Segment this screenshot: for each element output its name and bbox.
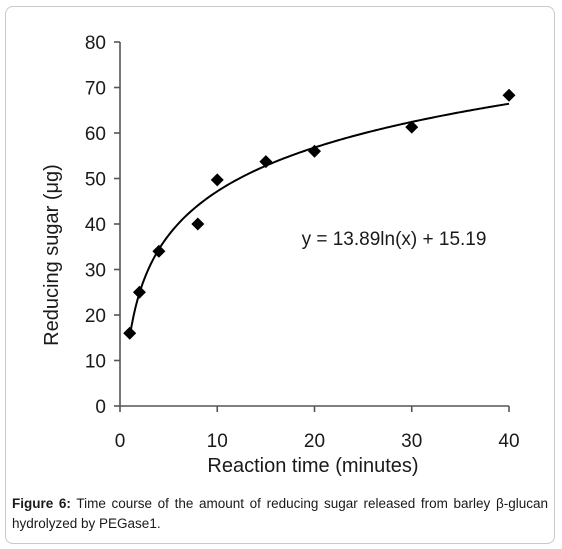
y-tick-label: 70 <box>85 79 106 100</box>
ticks: 0 10 20 30 40 50 60 70 80 0 10 20 30 40 <box>85 33 520 452</box>
figure-caption: Figure 6: Time course of the amount of r… <box>12 494 548 534</box>
y-tick-label: 10 <box>85 352 106 373</box>
data-point <box>191 217 205 231</box>
data-point <box>308 144 321 158</box>
data-point <box>210 173 224 187</box>
figure-frame <box>5 6 555 544</box>
y-tick-label: 80 <box>85 33 106 54</box>
x-tick-label: 20 <box>304 431 325 452</box>
points <box>123 88 516 340</box>
y-tick-label: 40 <box>85 215 106 236</box>
y-tick-label: 0 <box>95 397 106 418</box>
y-tick-label: 50 <box>85 170 106 191</box>
x-tick-label: 10 <box>207 431 228 452</box>
caption-label: Figure 6: <box>12 496 71 511</box>
y-tick-label: 30 <box>85 261 106 282</box>
caption-text: Time course of the amount of reducing su… <box>12 496 549 531</box>
data-point <box>405 120 419 134</box>
y-axis-title: Reducing sugar (μg) <box>41 164 63 346</box>
data-point <box>502 88 516 102</box>
y-tick-label: 20 <box>85 306 106 327</box>
data-point <box>123 326 137 340</box>
x-tick-label: 30 <box>401 431 422 452</box>
trendline-equation: y = 13.89ln(x) + 15.19 <box>302 229 487 250</box>
x-axis-title: Reaction time (minutes) <box>207 455 418 477</box>
trendline <box>128 102 510 338</box>
y-tick-label: 60 <box>85 124 106 145</box>
x-tick-label: 40 <box>498 431 519 452</box>
data-point <box>132 285 146 299</box>
data-point <box>259 155 273 169</box>
x-tick-label: 0 <box>115 431 126 452</box>
data-point <box>152 244 166 258</box>
trendline-group <box>128 102 510 338</box>
